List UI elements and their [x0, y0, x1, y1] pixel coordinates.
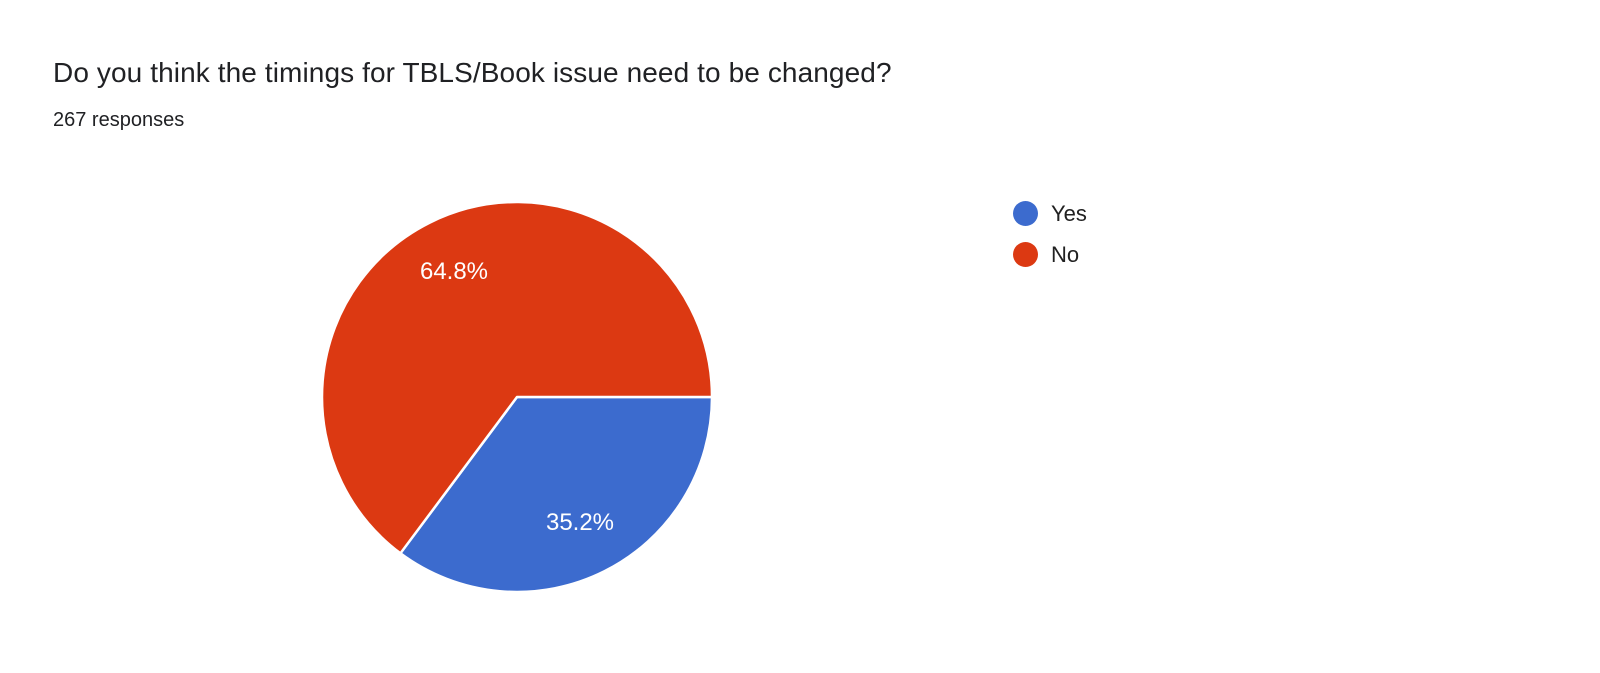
pie-slice-no[interactable] [321, 201, 713, 555]
legend: Yes No [1013, 201, 1087, 267]
legend-label-yes: Yes [1051, 201, 1087, 226]
legend-marker-yes-icon [1013, 201, 1038, 226]
legend-label-no: No [1051, 242, 1080, 267]
slice-label-yes: 35.2% [546, 509, 614, 536]
pie-slice-yes[interactable] [399, 395, 713, 593]
legend-item-yes[interactable]: Yes [1013, 201, 1087, 226]
slice-label-no: 64.8% [420, 258, 488, 285]
pie-chart: 35.2% 64.8% [321, 201, 713, 593]
response-count: 267 responses [53, 109, 185, 131]
legend-marker-no-icon [1013, 242, 1038, 267]
question-title: Do you think the timings for TBLS/Book i… [53, 57, 892, 88]
legend-item-no[interactable]: No [1013, 242, 1087, 267]
